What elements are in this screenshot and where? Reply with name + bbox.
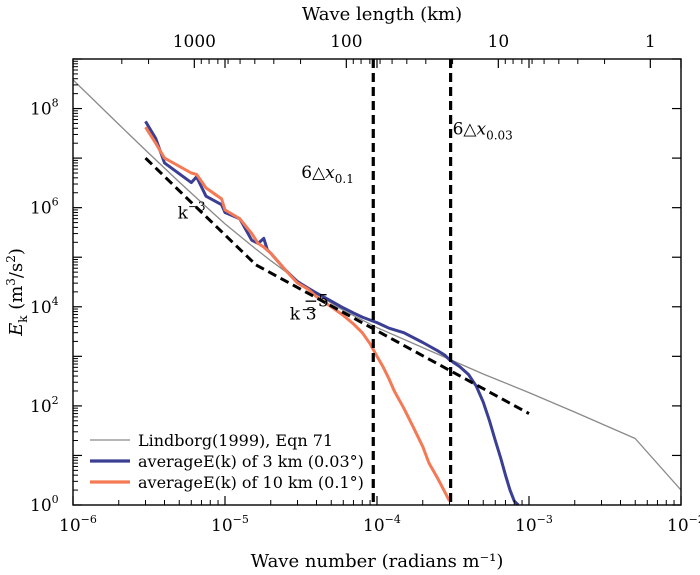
y-tick-label: 104 (30, 295, 59, 318)
series-line-0 (73, 79, 681, 491)
y-axis-title: Ek (m3/s2) (4, 248, 30, 337)
top-axis-title: Wave length (km) (302, 4, 462, 25)
x-tick-base: 10 (515, 516, 537, 536)
top-tick-label: 100 (330, 32, 362, 52)
y-tick-exp: 4 (52, 295, 59, 308)
y-title-mid: /s (6, 263, 27, 278)
vline-label-sub: 0.1 (335, 172, 354, 186)
k-base: k (178, 204, 189, 224)
series-group (73, 79, 681, 505)
x-tick-base: 10 (211, 516, 233, 536)
y-tick-exp: 0 (52, 493, 59, 506)
y-title-units: (m (6, 286, 27, 316)
y-title-suffix: ) (6, 248, 27, 255)
x-tick-exp: −6 (81, 513, 97, 526)
series-line-4 (255, 263, 530, 415)
axes-group: 10−610−510−410−310−210010210410610810001… (4, 4, 700, 572)
y-title-sub: k (16, 315, 30, 323)
series-line-2 (144, 126, 451, 502)
vline-label-main: 6△ (453, 119, 478, 139)
x-tick-base: 10 (667, 516, 689, 536)
x-tick-exp: −4 (385, 513, 401, 526)
vline-label-sub: 0.03 (486, 128, 513, 142)
y-tick-base: 10 (30, 100, 52, 120)
y-tick-base: 10 (30, 496, 52, 516)
top-tick-label: 10 (488, 32, 510, 52)
x-tick-base: 10 (59, 516, 81, 536)
k-base: k (290, 305, 301, 325)
y-title-sup2: 2 (4, 255, 18, 263)
k-exp-num: −5 (304, 292, 329, 312)
vline-label-var: x (477, 119, 487, 139)
y-tick-label: 108 (30, 97, 59, 120)
k-minus-3-label: k−3 (178, 200, 206, 224)
legend-label-1: averageE(k) of 3 km (0.03°) (138, 452, 364, 471)
x-tick-exp: −3 (537, 513, 553, 526)
top-tick-label: 1000 (173, 32, 216, 52)
vline-label-var: x (325, 163, 335, 183)
k-minus-5-3-label: k (290, 305, 301, 325)
y-tick-exp: 8 (52, 97, 59, 110)
x-axis-title: Wave number (radians m⁻¹) (251, 551, 504, 572)
y-tick-base: 10 (30, 199, 52, 219)
y-title-sup1: 3 (4, 278, 18, 286)
annotations-group: 6△x0.16△x0.03k−3k−53 (178, 59, 513, 505)
legend-label-0: Lindborg(1999), Eqn 71 (138, 431, 333, 450)
x-tick-label: 10−3 (515, 513, 553, 536)
y-tick-label: 100 (30, 493, 59, 516)
x-tick-exp: −2 (689, 513, 700, 526)
top-tick-label: 1 (645, 32, 656, 52)
vline-label-0: 6△x0.1 (301, 163, 354, 186)
y-tick-exp: 2 (52, 394, 59, 407)
series-line-3 (144, 157, 258, 266)
y-tick-base: 10 (30, 397, 52, 417)
k-exp: −3 (188, 200, 206, 214)
x-tick-base: 10 (363, 516, 385, 536)
y-title-main: E (6, 323, 27, 337)
x-tick-exp: −5 (233, 513, 249, 526)
x-tick-label: 10−2 (667, 513, 700, 536)
y-tick-label: 102 (30, 394, 59, 417)
x-tick-label: 10−5 (211, 513, 249, 536)
k-exp-den: 3 (306, 305, 317, 325)
vline-label-main: 6△ (301, 163, 326, 183)
y-tick-label: 106 (30, 196, 59, 219)
x-tick-label: 10−4 (363, 513, 401, 536)
vline-label-1: 6△x0.03 (453, 119, 513, 142)
legend-label-2: averageE(k) of 10 km (0.1°) (138, 473, 364, 492)
y-tick-exp: 6 (52, 196, 59, 209)
y-tick-base: 10 (30, 298, 52, 318)
x-tick-label: 10−6 (59, 513, 97, 536)
legend: Lindborg(1999), Eqn 71 averageE(k) of 3 k… (90, 431, 364, 492)
